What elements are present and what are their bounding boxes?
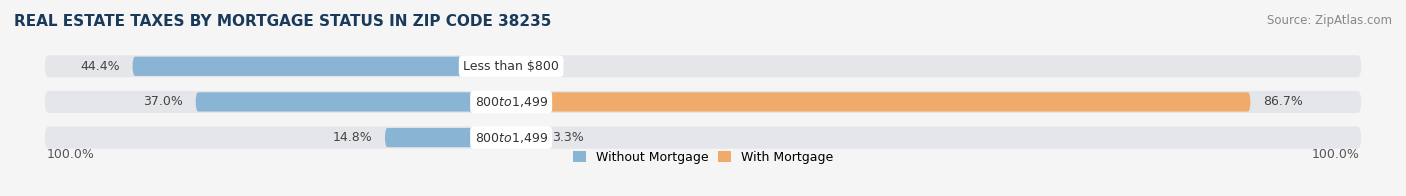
FancyBboxPatch shape: [132, 57, 508, 76]
Legend: Without Mortgage, With Mortgage: Without Mortgage, With Mortgage: [574, 151, 832, 164]
Text: $800 to $1,499: $800 to $1,499: [475, 131, 548, 145]
Text: REAL ESTATE TAXES BY MORTGAGE STATUS IN ZIP CODE 38235: REAL ESTATE TAXES BY MORTGAGE STATUS IN …: [14, 14, 551, 29]
Text: 100.0%: 100.0%: [1312, 148, 1360, 161]
Text: 3.3%: 3.3%: [553, 131, 583, 144]
FancyBboxPatch shape: [45, 55, 1361, 77]
FancyBboxPatch shape: [195, 92, 508, 112]
FancyBboxPatch shape: [45, 91, 1361, 113]
Text: 0.0%: 0.0%: [524, 60, 555, 73]
Text: 44.4%: 44.4%: [80, 60, 120, 73]
FancyBboxPatch shape: [45, 126, 1361, 149]
FancyBboxPatch shape: [385, 128, 508, 147]
Text: 86.7%: 86.7%: [1263, 95, 1303, 108]
FancyBboxPatch shape: [516, 92, 1250, 112]
FancyBboxPatch shape: [516, 128, 540, 147]
Text: 37.0%: 37.0%: [143, 95, 183, 108]
Text: $800 to $1,499: $800 to $1,499: [475, 95, 548, 109]
Text: 100.0%: 100.0%: [46, 148, 94, 161]
Text: Less than $800: Less than $800: [463, 60, 560, 73]
Text: 14.8%: 14.8%: [332, 131, 373, 144]
Text: Source: ZipAtlas.com: Source: ZipAtlas.com: [1267, 14, 1392, 27]
